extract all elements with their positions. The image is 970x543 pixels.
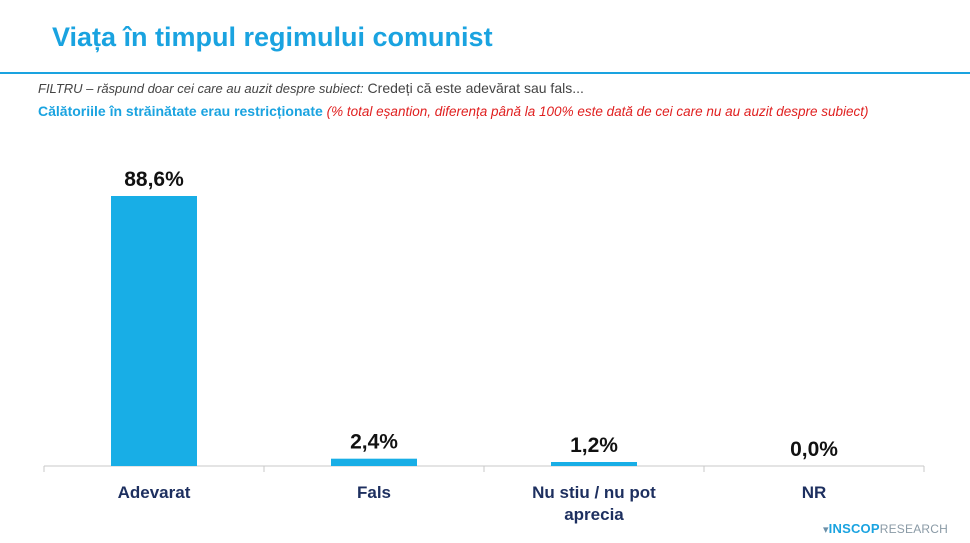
logo-sub: RESEARCH <box>879 522 948 536</box>
category-label-2: Fals <box>357 483 391 502</box>
question-main: Călătoriile în străinătate erau restricț… <box>38 103 323 119</box>
data-label-2: 2,4% <box>350 431 398 454</box>
filter-label: FILTRU – răspund doar cei care au auzit … <box>38 81 364 96</box>
data-label-4: 0,0% <box>790 438 838 461</box>
logo-brand: INSCOP <box>828 521 880 536</box>
data-label-3: 1,2% <box>570 434 618 457</box>
data-label-1: 88,6% <box>124 168 184 191</box>
logo-mark-icon: ▾ <box>822 524 829 536</box>
bar-1 <box>111 196 197 466</box>
question-text: Călătoriile în străinătate erau restricț… <box>38 101 943 122</box>
title-divider <box>0 72 970 74</box>
bar-3 <box>551 462 637 466</box>
category-label-1: Adevarat <box>118 483 191 502</box>
page-title: Viața în timpul regimului comunist <box>52 22 493 52</box>
bar-2 <box>331 458 417 466</box>
category-label-4: NR <box>802 483 827 502</box>
question-note: (% total eșantion, diferența până la 100… <box>326 104 869 119</box>
category-label-3: Nu stiu / nu pot aprecia <box>532 483 656 524</box>
filter-question: Credeți că este adevărat sau fals... <box>367 80 584 96</box>
filter-text: FILTRU – răspund doar cei care au auzit … <box>38 79 948 98</box>
inscop-logo: ▾INSCOPRESEARCH <box>823 521 948 536</box>
